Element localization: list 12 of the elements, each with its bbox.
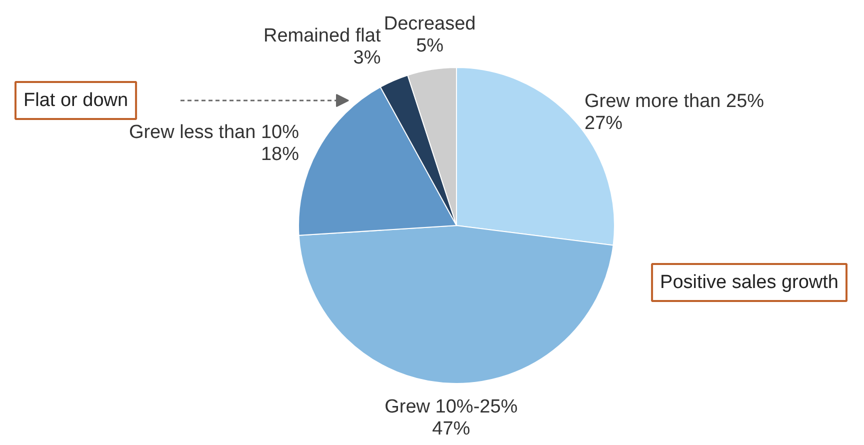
data-label: 27% <box>584 113 623 134</box>
slice-label: Grew more than 25% <box>584 91 764 112</box>
slice-label: Remained flat <box>264 25 382 46</box>
data-label: 5% <box>416 35 444 56</box>
data-label: 3% <box>353 47 381 68</box>
data-label: 18% <box>260 144 300 165</box>
slice-label: Grew 10%-25% <box>384 396 518 418</box>
text: Positive sales growth <box>660 272 838 293</box>
slice-label: Grew less than 10% <box>128 122 300 143</box>
data-label: 47% <box>432 418 470 440</box>
text: Flat or down <box>24 90 128 111</box>
slice-label: Decreased <box>384 13 476 34</box>
